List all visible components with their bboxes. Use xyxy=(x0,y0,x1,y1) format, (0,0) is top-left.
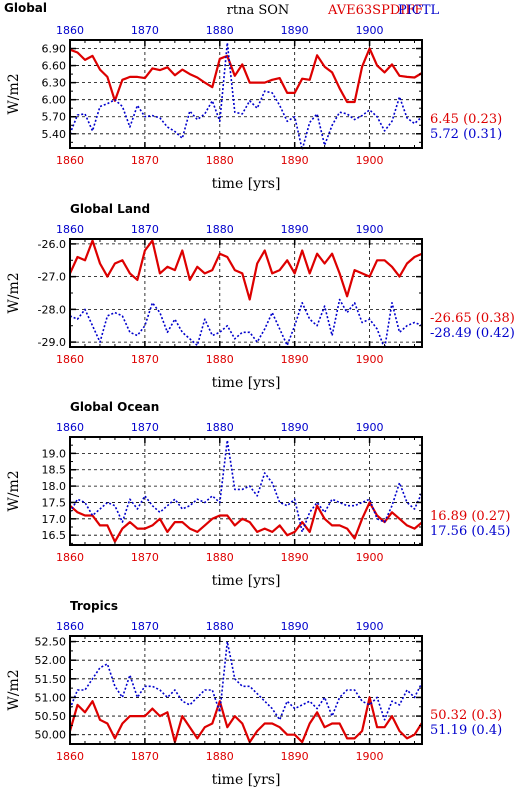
x-tick-label-bottom: 1860 xyxy=(56,551,84,564)
y-axis-label: W/m2 xyxy=(6,669,22,710)
x-tick-label-top: 1890 xyxy=(281,223,309,236)
x-tick-label-bottom: 1870 xyxy=(131,750,159,763)
series-line-b xyxy=(69,439,423,533)
chart-panel-3: 16.5 17.0 17.5 18.0 18.5 19.0 1860 1860 1870 1870… xyxy=(6,400,510,589)
series-line-b xyxy=(69,41,423,151)
x-tick-label-top: 1900 xyxy=(356,620,384,633)
series-stat-label: 6.45 (0.23) xyxy=(430,112,502,127)
y-tick-label: 16.5 xyxy=(42,529,67,542)
series-line-a xyxy=(68,239,423,301)
figure-center-title: rtna SON xyxy=(227,3,290,18)
x-axis-label: time [yrs] xyxy=(212,375,281,391)
x-tick-label-bottom: 1880 xyxy=(206,353,234,366)
series-line-a xyxy=(68,696,423,744)
y-tick-label: 50.50 xyxy=(35,710,67,723)
series-line-a xyxy=(69,501,423,543)
panel-title: Global xyxy=(4,1,47,15)
panel-title: Global Land xyxy=(70,202,150,216)
x-tick-label-top: 1880 xyxy=(206,421,234,434)
x-tick-label-bottom: 1870 xyxy=(131,154,159,167)
x-tick-label-top: 1890 xyxy=(281,620,309,633)
x-axis-label: time [yrs] xyxy=(212,176,281,192)
y-axis-label: W/m2 xyxy=(6,470,22,511)
y-axis-label: W/m2 xyxy=(6,73,22,114)
x-tick-label-top: 1870 xyxy=(131,620,159,633)
y-tick-label: 50.00 xyxy=(35,729,67,742)
y-tick-label: -26.0 xyxy=(38,238,66,251)
plot-frame xyxy=(69,436,423,546)
x-tick-label-top: 1860 xyxy=(56,620,84,633)
y-tick-label: 17.5 xyxy=(42,496,67,509)
y-tick-label: -29.0 xyxy=(38,336,66,349)
x-tick-label-bottom: 1870 xyxy=(131,353,159,366)
panel-title: Tropics xyxy=(70,599,118,613)
x-tick-label-top: 1880 xyxy=(206,223,234,236)
chart-panel-4: 50.00 50.50 51.00 51.50 52.00 52.50 1860 1860 18… xyxy=(6,599,502,788)
series-stat-label: -28.49 (0.42) xyxy=(430,326,515,341)
y-tick-label: 17.0 xyxy=(42,513,67,526)
x-tick-label-bottom: 1880 xyxy=(206,750,234,763)
y-tick-label: 51.50 xyxy=(35,673,67,686)
x-tick-label-top: 1860 xyxy=(56,421,84,434)
x-tick-label-bottom: 1900 xyxy=(356,154,384,167)
y-tick-label: 52.50 xyxy=(35,636,67,649)
x-tick-label-bottom: 1890 xyxy=(281,551,309,564)
series-stat-label: 51.19 (0.4) xyxy=(430,723,502,738)
x-tick-label-bottom: 1860 xyxy=(56,154,84,167)
plot-frame xyxy=(69,39,423,149)
series-stat-label: 17.56 (0.45) xyxy=(430,524,510,539)
x-tick-label-top: 1900 xyxy=(356,24,384,37)
x-tick-label-top: 1900 xyxy=(356,223,384,236)
x-tick-label-top: 1880 xyxy=(206,620,234,633)
x-axis-label: time [yrs] xyxy=(212,573,281,589)
y-axis-label: W/m2 xyxy=(6,272,22,313)
y-tick-label: 18.0 xyxy=(42,480,67,493)
x-tick-label-top: 1900 xyxy=(356,421,384,434)
x-tick-label-top: 1870 xyxy=(131,223,159,236)
x-tick-label-top: 1870 xyxy=(131,24,159,37)
x-tick-label-bottom: 1860 xyxy=(56,750,84,763)
x-axis-label: time [yrs] xyxy=(212,772,281,788)
y-tick-label: -27.0 xyxy=(38,271,66,284)
y-tick-label: 6.60 xyxy=(42,60,67,73)
x-tick-label-bottom: 1890 xyxy=(281,154,309,167)
chart-panel-2: -29.0 -28.0 -27.0 -26.0 1860 1860 1870 1870 1880… xyxy=(6,202,515,391)
series-stat-label: 50.32 (0.3) xyxy=(430,708,502,723)
y-tick-label: 5.40 xyxy=(42,128,67,141)
run-a-label: AVE63SPDIFF xyxy=(327,3,423,18)
y-tick-label: 18.5 xyxy=(42,464,67,477)
plot-frame xyxy=(69,635,423,745)
x-tick-label-bottom: 1900 xyxy=(356,750,384,763)
x-tick-label-top: 1860 xyxy=(56,24,84,37)
y-tick-label: 6.90 xyxy=(42,43,67,56)
y-tick-label: 52.00 xyxy=(35,654,67,667)
x-tick-label-bottom: 1870 xyxy=(131,551,159,564)
series-stat-label: 16.89 (0.27) xyxy=(430,509,510,524)
x-tick-label-bottom: 1880 xyxy=(206,154,234,167)
x-tick-label-bottom: 1890 xyxy=(281,353,309,366)
series-line-a xyxy=(69,47,423,104)
y-tick-label: 19.0 xyxy=(42,447,67,460)
x-tick-label-bottom: 1860 xyxy=(56,353,84,366)
x-tick-label-top: 1890 xyxy=(281,421,309,434)
series-stat-label: 5.72 (0.31) xyxy=(430,127,502,142)
run-b-label: PICTL xyxy=(398,3,440,18)
x-tick-label-top: 1860 xyxy=(56,223,84,236)
panel-title: Global Ocean xyxy=(70,400,159,414)
x-tick-label-bottom: 1880 xyxy=(206,551,234,564)
y-tick-label: 5.70 xyxy=(42,111,67,124)
x-tick-label-top: 1890 xyxy=(281,24,309,37)
y-tick-label: -28.0 xyxy=(38,303,66,316)
x-tick-label-bottom: 1890 xyxy=(281,750,309,763)
x-tick-label-top: 1870 xyxy=(131,421,159,434)
y-tick-label: 6.00 xyxy=(42,94,67,107)
x-tick-label-bottom: 1900 xyxy=(356,551,384,564)
x-tick-label-top: 1880 xyxy=(206,24,234,37)
y-tick-label: 51.00 xyxy=(35,691,67,704)
x-tick-label-bottom: 1900 xyxy=(356,353,384,366)
series-stat-label: -26.65 (0.38) xyxy=(430,311,515,326)
y-tick-label: 6.30 xyxy=(42,77,67,90)
chart-panel-1: 5.40 5.70 6.00 6.30 6.60 6.90 1860 1860 1870 1870… xyxy=(4,1,502,192)
